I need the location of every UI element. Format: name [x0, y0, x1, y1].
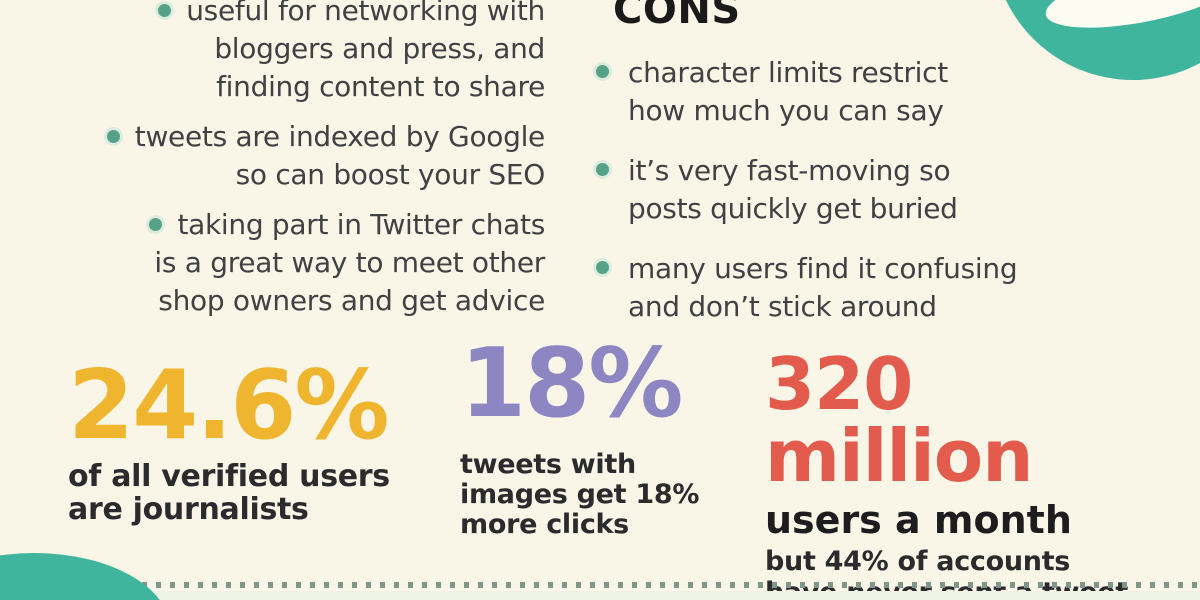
wave-blob [0, 553, 170, 600]
bullet-icon [106, 129, 120, 143]
bullet-icon [596, 163, 609, 176]
list-item: useful for networking with bloggers and … [0, 0, 545, 106]
bullet-icon [596, 261, 609, 274]
stat-label: of all verified users are journalists [68, 460, 390, 526]
pros-item-line: bloggers and press, and [214, 32, 545, 65]
bullet-icon [158, 3, 172, 17]
stat-label-line: of all verified users [68, 459, 390, 494]
pros-item-line: so can boost your SEO [235, 158, 546, 191]
stat-label-line: more clicks [460, 509, 629, 540]
stat-label: tweets with images get 18% more clicks [460, 450, 699, 540]
stat-label-line: but 44% of accounts [765, 546, 1071, 577]
list-item: character limits restrict how much you c… [596, 54, 1080, 130]
pros-item-line: finding content to share [216, 70, 545, 103]
cons-item-line: it’s very fast-moving so [628, 154, 951, 187]
stat-value: 320 million [765, 342, 1033, 498]
pros-item-line: tweets are indexed by Google [134, 120, 546, 153]
pros-item-line: useful for networking with [186, 0, 545, 27]
pros-item-line: is a great way to meet other [154, 246, 545, 279]
stat-image-clicks: 18% tweets with images get 18% more clic… [460, 337, 699, 540]
cons-item-line: how much you can say [628, 94, 944, 127]
cons-item-line: posts quickly get buried [628, 192, 958, 225]
pros-item-line: shop owners and get advice [158, 284, 545, 317]
cons-heading: CONS [613, 0, 741, 33]
cons-section: CONS character limits restrict how much … [596, 0, 1080, 348]
stat-value: 24.6% [68, 351, 390, 461]
list-item: it’s very fast-moving so posts quickly g… [596, 152, 1080, 228]
bullet-icon [149, 217, 163, 231]
list-item: taking part in Twitter chats is a great … [0, 206, 545, 320]
cons-item-line: character limits restrict [628, 56, 948, 89]
bullet-icon [596, 65, 609, 78]
stat-verified-journalists: 24.6% of all verified users are journali… [68, 351, 390, 527]
dotted-divider [128, 582, 1200, 588]
pros-item-line: taking part in Twitter chats [177, 208, 545, 241]
pros-list: useful for networking with bloggers and … [0, 0, 545, 332]
list-item: many users find it confusing and don’t s… [596, 250, 1080, 326]
stat-label-line: are journalists [68, 492, 309, 527]
stat-label-line: images get 18% [460, 479, 700, 510]
stat-label-line: tweets with [460, 449, 636, 480]
list-item: tweets are indexed by Google so can boos… [0, 118, 545, 194]
stat-monthly-users: 320 million users a month but 44% of acc… [765, 348, 1200, 600]
cons-item-line: and don’t stick around [628, 290, 937, 323]
stat-headline: users a month [765, 498, 1072, 542]
cons-item-line: many users find it confusing [628, 252, 1018, 285]
bottom-band [0, 591, 1200, 600]
stat-value: 18% [460, 329, 683, 439]
